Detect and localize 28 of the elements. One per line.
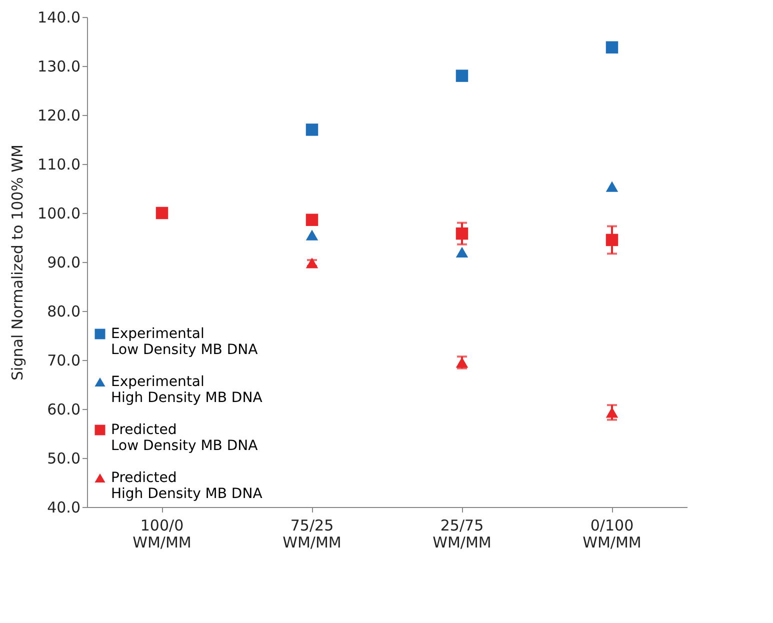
y-tick-label: 140.0 (38, 8, 80, 26)
point (306, 124, 318, 136)
y-tick-label: 80.0 (47, 302, 80, 320)
y-tick-label: 110.0 (38, 156, 80, 174)
x-tick-label: 25/75 WM/MM (432, 516, 492, 552)
x-tick-label: 75/25 WM/MM (282, 516, 342, 552)
y-tick-label: 60.0 (47, 400, 80, 418)
point (456, 246, 468, 258)
legend-label: Experimental High Density MB DNA (111, 374, 263, 406)
y-axis-title: Signal Normalized to 100% WM (8, 144, 27, 380)
point (606, 41, 618, 54)
x-tick-label: 100/0 WM/MM (132, 516, 192, 552)
legend-label: Predicted Low Density MB DNA (111, 422, 258, 454)
y-tick-label: 90.0 (47, 254, 80, 272)
legend-label: Experimental Low Density MB DNA (111, 326, 258, 358)
y-tick-label: 50.0 (47, 450, 80, 468)
point (306, 230, 318, 240)
point (306, 214, 318, 226)
y-tick-label: 40.0 (47, 498, 80, 516)
x-tick-label: 0/100 WM/MM (582, 516, 642, 552)
point (606, 181, 618, 192)
y-tick-label: 130.0 (38, 58, 80, 76)
legend-label: Predicted High Density MB DNA (111, 470, 263, 502)
y-tick-label: 120.0 (38, 106, 80, 124)
y-tick-label: 100.0 (38, 204, 80, 222)
point (456, 70, 468, 82)
y-tick-label: 70.0 (47, 352, 80, 370)
point (156, 206, 168, 220)
